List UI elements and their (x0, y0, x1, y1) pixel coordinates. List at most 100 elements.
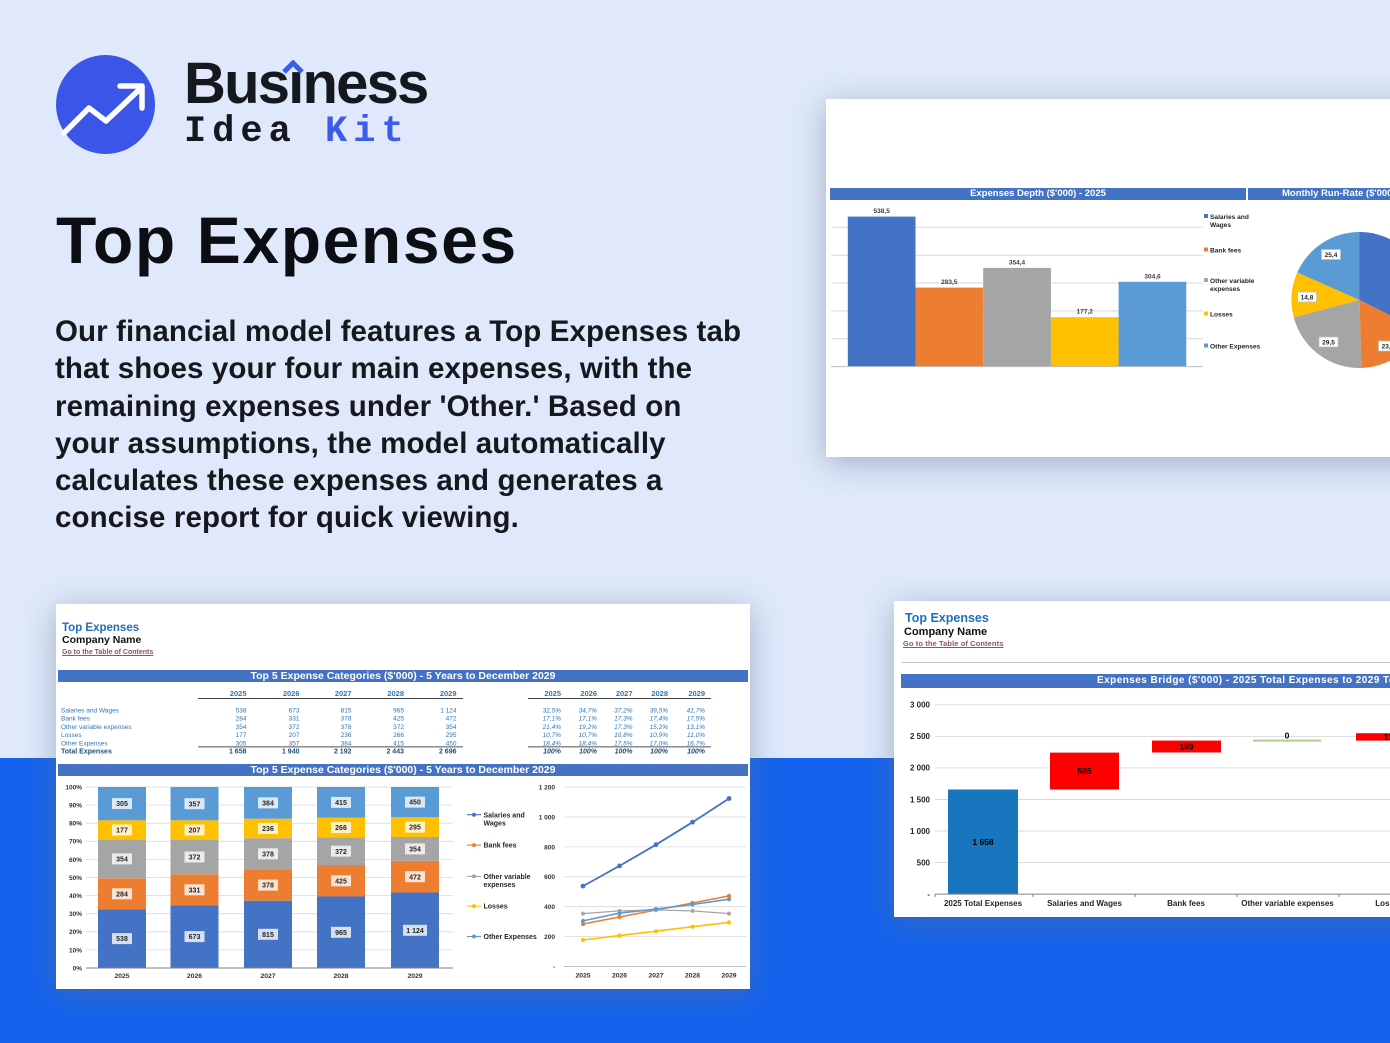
svg-text:2029: 2029 (440, 689, 457, 698)
svg-text:207: 207 (189, 828, 201, 835)
svg-text:32,5%: 32,5% (543, 707, 562, 714)
svg-text:118: 118 (1384, 732, 1390, 742)
svg-text:13,1%: 13,1% (687, 724, 706, 731)
svg-text:1 124: 1 124 (406, 928, 424, 935)
svg-text:1 000: 1 000 (910, 827, 931, 836)
svg-text:2028: 2028 (333, 973, 348, 980)
svg-text:39,5%: 39,5% (650, 707, 669, 714)
svg-text:Other variable expenses: Other variable expenses (1241, 899, 1334, 908)
svg-text:372: 372 (289, 724, 300, 731)
svg-text:25,4: 25,4 (1325, 252, 1338, 259)
svg-text:384: 384 (262, 801, 274, 808)
svg-text:965: 965 (335, 930, 347, 937)
svg-text:10,7%: 10,7% (543, 732, 562, 739)
svg-text:354: 354 (236, 724, 247, 731)
svg-text:90%: 90% (69, 803, 82, 810)
svg-text:100%: 100% (543, 749, 562, 756)
svg-text:2026: 2026 (283, 689, 300, 698)
svg-text:17,1%: 17,1% (543, 716, 562, 723)
svg-text:14,8: 14,8 (1301, 295, 1314, 302)
svg-text:2 696: 2 696 (439, 749, 457, 756)
svg-text:331: 331 (189, 887, 201, 894)
svg-text:3 000: 3 000 (910, 701, 931, 710)
svg-text:450: 450 (446, 741, 457, 748)
svg-text:0: 0 (1285, 731, 1290, 741)
svg-text:400: 400 (544, 904, 555, 911)
svg-text:2025: 2025 (544, 689, 561, 698)
svg-text:-: - (927, 890, 930, 899)
svg-text:Losses: Losses (1210, 312, 1233, 319)
svg-text:236: 236 (262, 826, 274, 833)
svg-text:100%: 100% (65, 784, 82, 791)
svg-text:Salaries and: Salaries and (484, 812, 525, 819)
svg-text:2026: 2026 (580, 689, 597, 698)
svg-text:2027: 2027 (648, 973, 663, 980)
svg-text:372: 372 (335, 849, 347, 856)
svg-text:472: 472 (446, 716, 457, 723)
svg-text:189: 189 (1179, 742, 1193, 752)
svg-text:40%: 40% (69, 893, 82, 900)
svg-text:2025 Total Expenses: 2025 Total Expenses (944, 899, 1023, 908)
svg-text:372: 372 (189, 855, 201, 862)
svg-text:295: 295 (409, 825, 421, 832)
svg-text:Wages: Wages (484, 821, 506, 828)
svg-text:177: 177 (236, 732, 247, 739)
svg-text:60%: 60% (69, 857, 82, 864)
svg-text:17,0%: 17,0% (650, 741, 669, 748)
svg-text:538: 538 (116, 936, 128, 943)
svg-text:2028: 2028 (685, 973, 700, 980)
svg-text:500: 500 (917, 858, 931, 867)
svg-text:372: 372 (393, 724, 404, 731)
svg-text:17,4%: 17,4% (650, 716, 669, 723)
svg-text:expenses: expenses (1210, 286, 1240, 293)
svg-text:415: 415 (393, 741, 404, 748)
svg-text:10,8%: 10,8% (614, 732, 633, 739)
svg-text:1 500: 1 500 (910, 795, 931, 804)
svg-text:1 000: 1 000 (539, 814, 556, 821)
svg-text:2 192: 2 192 (334, 749, 352, 756)
svg-text:Bank fees: Bank fees (484, 843, 517, 850)
svg-text:177,2: 177,2 (1077, 309, 1094, 316)
svg-text:425: 425 (335, 878, 347, 885)
svg-text:10,9%: 10,9% (650, 732, 669, 739)
svg-text:1 658: 1 658 (229, 749, 247, 756)
svg-text:2 443: 2 443 (386, 749, 404, 756)
svg-text:1 658: 1 658 (972, 837, 994, 847)
svg-text:Other variable: Other variable (1210, 278, 1255, 285)
svg-text:354: 354 (446, 724, 457, 731)
svg-text:2 500: 2 500 (910, 732, 931, 741)
svg-text:673: 673 (289, 707, 300, 714)
svg-text:378: 378 (262, 883, 274, 890)
svg-text:Other Expenses: Other Expenses (61, 741, 108, 748)
svg-text:10,7%: 10,7% (579, 732, 598, 739)
svg-text:37,2%: 37,2% (614, 707, 633, 714)
svg-text:Salaries and: Salaries and (1210, 214, 1249, 221)
svg-text:18,4%: 18,4% (579, 741, 598, 748)
svg-text:384: 384 (341, 741, 352, 748)
svg-text:29,5: 29,5 (1322, 340, 1335, 347)
svg-text:207: 207 (289, 732, 300, 739)
svg-text:expenses: expenses (484, 882, 516, 889)
svg-text:Other variable: Other variable (484, 874, 531, 881)
svg-text:Salaries and Wages: Salaries and Wages (1047, 899, 1122, 908)
svg-text:266: 266 (393, 732, 404, 739)
svg-text:100%: 100% (579, 749, 598, 756)
svg-text:30%: 30% (69, 911, 82, 918)
svg-text:425: 425 (393, 716, 404, 723)
svg-text:34,7%: 34,7% (579, 707, 598, 714)
svg-text:378: 378 (262, 851, 274, 858)
svg-text:17,1%: 17,1% (579, 716, 598, 723)
svg-text:17,3%: 17,3% (614, 724, 633, 731)
svg-text:21,4%: 21,4% (542, 724, 562, 731)
svg-text:354: 354 (409, 847, 421, 854)
svg-text:450: 450 (409, 800, 421, 807)
svg-text:Total Expenses: Total Expenses (61, 749, 112, 756)
svg-text:1 124: 1 124 (440, 707, 457, 714)
svg-text:800: 800 (544, 844, 555, 851)
svg-text:10%: 10% (69, 947, 82, 954)
svg-text:305: 305 (116, 801, 128, 808)
svg-text:177: 177 (116, 828, 128, 835)
svg-text:304,6: 304,6 (1144, 273, 1161, 280)
svg-text:354: 354 (116, 857, 128, 864)
svg-text:2027: 2027 (260, 973, 275, 980)
